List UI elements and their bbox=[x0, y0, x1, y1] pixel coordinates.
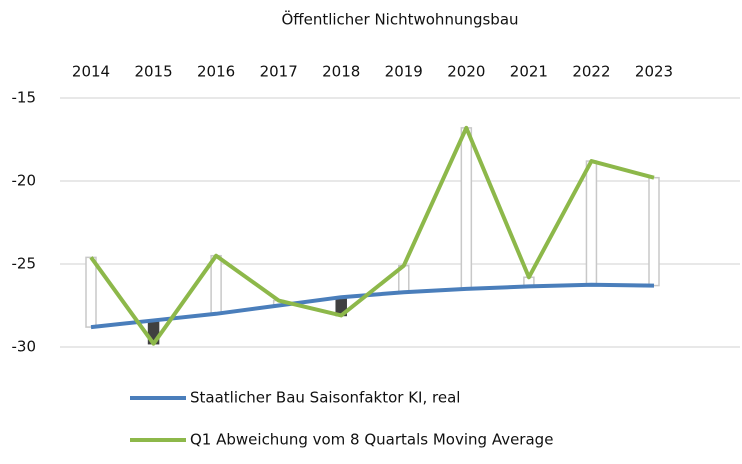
legend-label: Staatlicher Bau Saisonfaktor KI, real bbox=[190, 389, 460, 407]
up-bar bbox=[210, 254, 222, 315]
y-tick-label: -20 bbox=[12, 172, 37, 190]
x-tick-label: 2016 bbox=[197, 63, 235, 81]
x-tick-label: 2019 bbox=[385, 63, 423, 81]
x-tick-label: 2022 bbox=[572, 63, 610, 81]
y-tick-label: -30 bbox=[12, 338, 37, 356]
x-tick-label: 2018 bbox=[322, 63, 360, 81]
x-tick-label: 2021 bbox=[510, 63, 548, 81]
chart-title: Öffentlicher Nichtwohnungsbau bbox=[281, 10, 518, 29]
legend-label: Q1 Abweichung vom 8 Quartals Moving Aver… bbox=[190, 431, 553, 449]
up-bar bbox=[648, 176, 660, 287]
y-tick-label: -25 bbox=[12, 255, 37, 273]
up-bar bbox=[585, 160, 598, 286]
x-tick-label: 2020 bbox=[447, 63, 485, 81]
x-tick-label: 2014 bbox=[72, 63, 110, 81]
up-bar bbox=[85, 256, 97, 328]
series-line bbox=[89, 125, 655, 346]
y-tick-label: -15 bbox=[12, 89, 37, 107]
x-tick-label: 2015 bbox=[134, 63, 172, 81]
series-line bbox=[90, 282, 655, 330]
x-tick-label: 2023 bbox=[635, 63, 673, 81]
x-tick-label: 2017 bbox=[260, 63, 298, 81]
up-bar bbox=[460, 127, 473, 290]
